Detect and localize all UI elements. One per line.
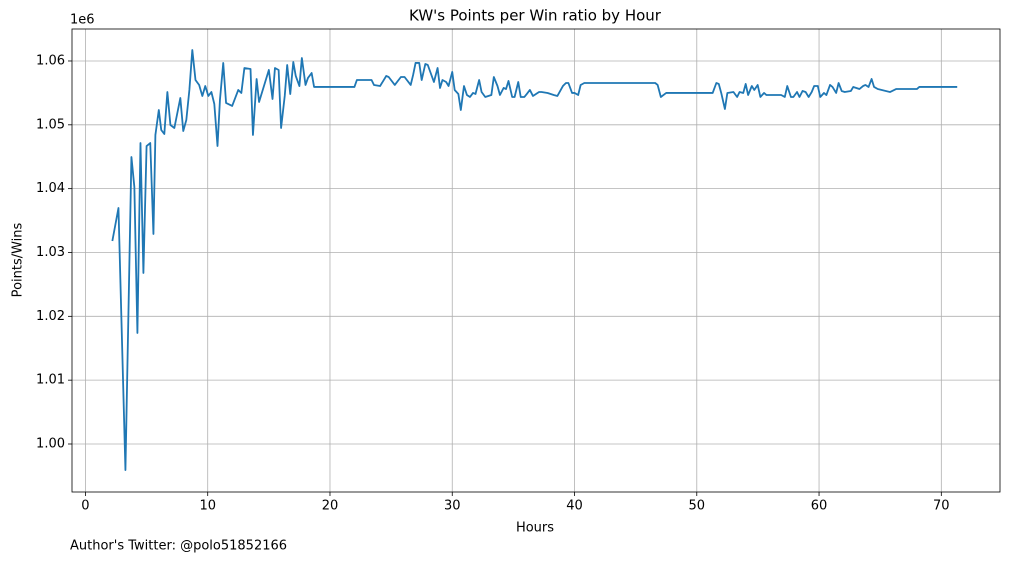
y-tick-label: 1.00 [36,436,65,451]
x-tick-label: 20 [322,499,339,514]
x-axis-label: Hours [516,521,554,536]
y-tick-label: 1.05 [36,117,65,132]
y-offset-label: 1e6 [70,13,95,28]
x-tick-label: 60 [811,499,828,514]
y-tick-label: 1.03 [36,245,65,260]
data-line [111,49,958,471]
y-tick-label: 1.02 [36,309,65,324]
x-tick-label: 10 [199,499,216,514]
y-tick-label: 1.06 [36,53,65,68]
chart-title: KW's Points per Win ratio by Hour [409,7,662,25]
x-tick-label: 50 [689,499,706,514]
y-tick-label: 1.04 [36,181,65,196]
x-tick-label: 0 [81,499,89,514]
y-axis-label: Points/Wins [11,222,26,297]
plot-frame [71,28,1001,493]
x-tick-label: 70 [933,499,950,514]
x-tick-label: 30 [444,499,461,514]
footer: Author's Twitter: @polo51852166 [70,539,287,554]
y-tick-label: 1.01 [36,373,65,388]
x-tick-label: 40 [566,499,583,514]
